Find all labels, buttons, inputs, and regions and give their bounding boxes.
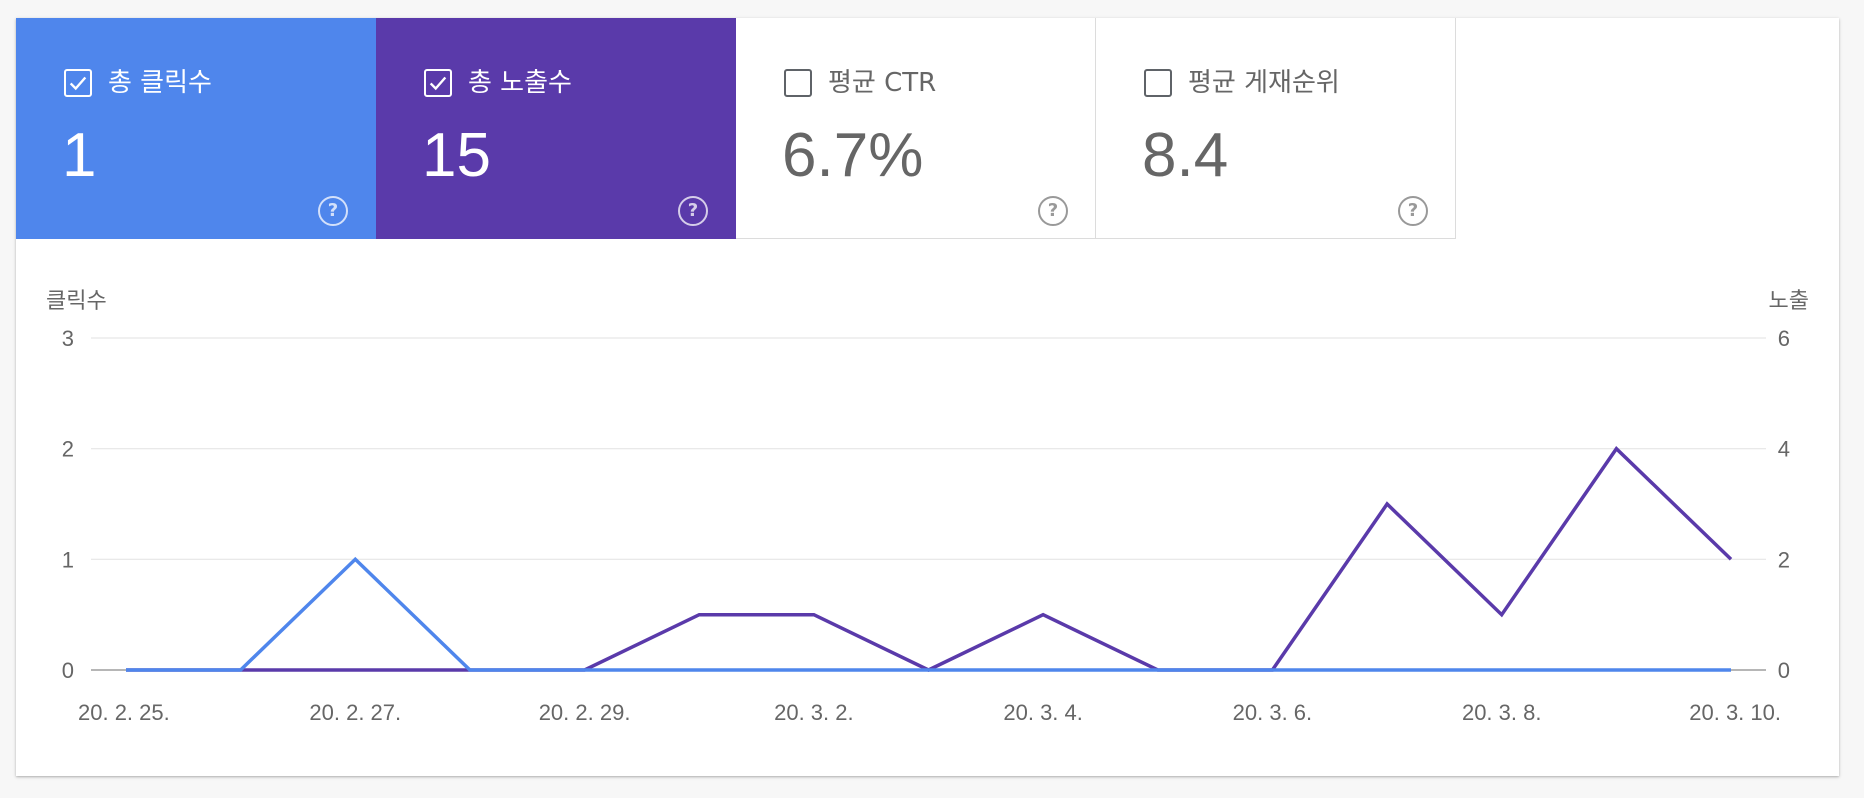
y-tick-right: 2	[1778, 547, 1790, 572]
y-tick-left: 3	[62, 326, 74, 351]
metric-value: 1	[62, 121, 97, 190]
metric-average-ctr[interactable]: 평균 CTR 6.7% ?	[736, 18, 1096, 239]
y-tick-left: 1	[62, 547, 74, 572]
metric-average-position[interactable]: 평균 게재순위 8.4 ?	[1096, 18, 1456, 239]
y-tick-right: 6	[1778, 326, 1790, 351]
metric-label: 총 클릭수	[108, 68, 212, 98]
x-tick-label: 20. 3. 2.	[774, 700, 854, 725]
metric-label: 평균 게재순위	[1188, 68, 1340, 98]
help-circle-icon[interactable]: ?	[318, 196, 348, 226]
y-tick-right: 4	[1778, 437, 1790, 462]
y-tick-left: 2	[62, 437, 74, 462]
help-circle-icon[interactable]: ?	[1398, 196, 1428, 226]
checkbox-icon[interactable]	[1144, 69, 1172, 97]
y-tick-right: 0	[1778, 658, 1790, 683]
performance-card: 총 클릭수 1 ? 총 노출수 15 ? 평균 CTR 6.7% ? 평균 게재…	[16, 18, 1839, 776]
metric-value: 8.4	[1142, 121, 1229, 190]
help-circle-icon[interactable]: ?	[1038, 196, 1068, 226]
x-tick-label: 20. 3. 6.	[1233, 700, 1313, 725]
metric-label: 총 노출수	[468, 68, 572, 98]
x-tick-label: 20. 3. 8.	[1462, 700, 1542, 725]
y-tick-left: 0	[62, 658, 74, 683]
metric-value: 15	[422, 121, 491, 190]
x-tick-label: 20. 2. 25.	[78, 700, 170, 725]
help-circle-icon[interactable]: ?	[678, 196, 708, 226]
x-tick-label: 20. 3. 10.	[1689, 700, 1781, 725]
x-tick-label: 20. 3. 4.	[1003, 700, 1083, 725]
x-tick-label: 20. 2. 27.	[309, 700, 401, 725]
checkbox-icon[interactable]	[784, 69, 812, 97]
metric-label: 평균 CTR	[828, 68, 937, 98]
checkbox-icon[interactable]	[424, 69, 452, 97]
clicks-series-line	[126, 556, 1731, 672]
metric-tabs: 총 클릭수 1 ? 총 노출수 15 ? 평균 CTR 6.7% ? 평균 게재…	[16, 18, 1456, 239]
x-tick-label: 20. 2. 29.	[539, 700, 631, 725]
metric-value: 6.7%	[782, 121, 924, 190]
checkbox-icon[interactable]	[64, 69, 92, 97]
y-axis-label-right: 노출	[1769, 288, 1809, 313]
performance-chart: 클릭수 노출 0 1 2 3 0 2 4 6 20. 2. 25. 20. 2. 27. 20. 2…	[46, 288, 1809, 725]
metric-total-impressions[interactable]: 총 노출수 15 ?	[376, 18, 736, 239]
y-axis-label-left: 클릭수	[46, 288, 107, 313]
metric-total-clicks[interactable]: 총 클릭수 1 ?	[16, 18, 376, 239]
